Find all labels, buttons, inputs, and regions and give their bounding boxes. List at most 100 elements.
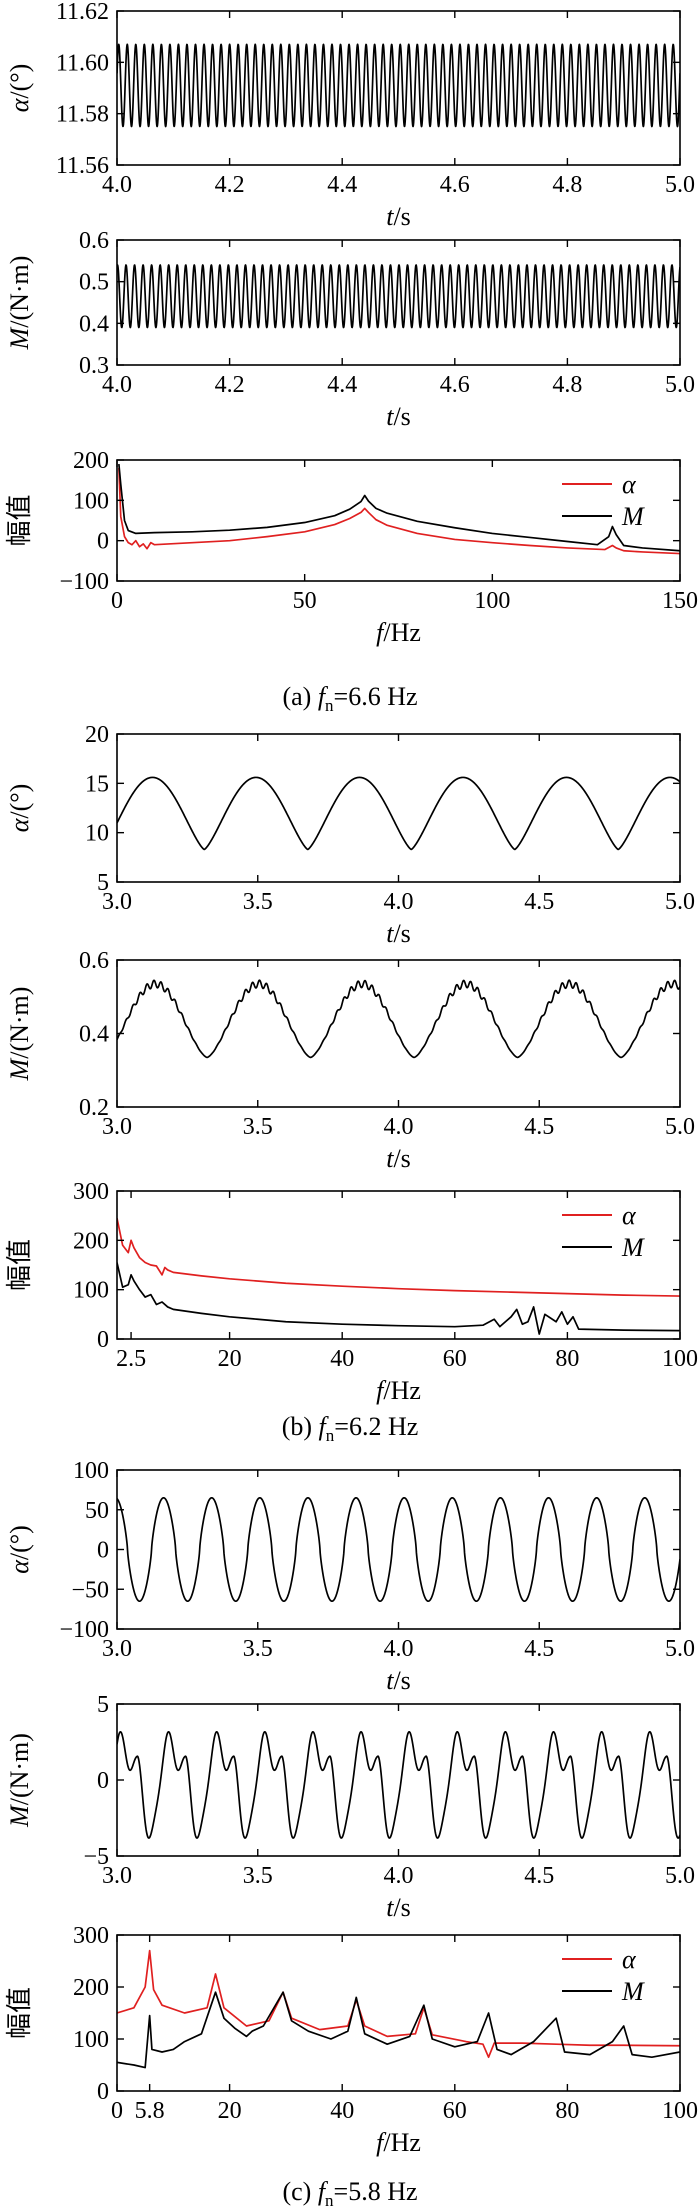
series-line-M — [117, 1991, 680, 2069]
y-axis-unit: /(°) — [5, 64, 34, 99]
x-axis-variable: f — [376, 1376, 387, 1405]
x-tick-label: 3.5 — [243, 1636, 273, 1662]
y-axis-label: M/(N·m) — [5, 987, 34, 1082]
plot-frame — [116, 239, 681, 366]
caption-prefix: (b) — [282, 1412, 319, 1441]
x-axis-variable: f — [376, 2128, 387, 2157]
series-line-alpha — [117, 1217, 680, 1297]
legend-label: M — [621, 502, 645, 531]
x-axis-variable: t — [386, 1893, 394, 1922]
y-axis-variable: α — [5, 1559, 34, 1574]
x-axis-label: t/s — [386, 1666, 411, 1695]
x-tick-label: 80 — [555, 1346, 579, 1372]
legend-label: M — [621, 1977, 645, 2006]
x-tick-label: 40 — [330, 2098, 354, 2124]
plot-frame — [116, 1469, 681, 1630]
y-axis-label: M/(N·m) — [5, 1733, 34, 1828]
y-tick-label: −50 — [71, 1577, 109, 1603]
plot-frame — [116, 10, 681, 166]
y-axis-unit: /(N·m) — [5, 987, 34, 1059]
caption-prefix: (c) — [282, 2177, 317, 2206]
caption-subscript: n — [326, 1426, 335, 1445]
chart-panel-6: 2.5 20 40 60 80 100 0 100 200 300 f/Hz 幅值 αM — [5, 1179, 698, 1405]
legend-label: M — [621, 1233, 645, 1262]
y-axis-unit: 幅值 — [5, 1239, 34, 1291]
y-axis-variable: α — [5, 817, 34, 832]
x-tick-label: 4.4 — [327, 372, 357, 398]
y-tick-label: 0.6 — [79, 948, 109, 974]
x-tick-label: 4.0 — [102, 172, 132, 198]
x-tick-label: 5.0 — [665, 172, 695, 198]
plot-frame — [116, 459, 681, 582]
plot-frame — [116, 959, 681, 1108]
y-tick-label: 0.5 — [79, 270, 109, 296]
x-tick-label: 4.0 — [384, 1863, 414, 1889]
x-tick-label: 4.0 — [384, 1114, 414, 1140]
y-tick-label: 11.56 — [56, 153, 109, 179]
x-tick-label: 4.6 — [440, 372, 470, 398]
x-axis-unit: /Hz — [383, 2128, 421, 2157]
y-tick-label: 0.4 — [79, 311, 109, 337]
y-tick-label: 10 — [85, 821, 109, 847]
chart-panel-8: 3.0 3.5 4.0 4.5 5.0 −5 0 5 t/s M/(N·m) — [5, 1692, 695, 1922]
x-tick-label: 2.5 — [116, 1346, 146, 1372]
series-line-M — [117, 1262, 680, 1335]
y-tick-label: 5 — [97, 870, 109, 896]
y-axis-label: M/(N·m) — [5, 256, 34, 351]
x-tick-label: 4.0 — [384, 1636, 414, 1662]
x-tick-label: 5.0 — [665, 1636, 695, 1662]
x-axis-unit: /s — [393, 919, 410, 948]
plot-frame — [116, 1934, 681, 2092]
y-tick-label: 100 — [73, 488, 109, 514]
chart-panel-7: 3.0 3.5 4.0 4.5 5.0 −100 −50 0 50 100 t/s α/(°) — [5, 1458, 695, 1695]
x-tick-label: 4.5 — [524, 1636, 554, 1662]
x-tick-label: 4.8 — [552, 172, 582, 198]
x-tick-label: 3.0 — [102, 889, 132, 915]
x-tick-label: 4.5 — [524, 1114, 554, 1140]
legend: αM — [562, 1945, 645, 2006]
x-tick-label: 80 — [555, 2098, 579, 2124]
caption-subscript: n — [325, 696, 334, 715]
x-axis-label: t/s — [386, 1144, 411, 1173]
x-axis-variable: f — [376, 618, 387, 647]
plot-frame — [116, 1190, 681, 1340]
series-line-M — [118, 463, 680, 552]
y-tick-label: 11.60 — [56, 50, 109, 76]
x-tick-label: 3.0 — [102, 1863, 132, 1889]
y-tick-label: 15 — [85, 771, 109, 797]
x-tick-label: 5.0 — [665, 889, 695, 915]
x-axis-unit: /Hz — [383, 618, 421, 647]
x-tick-label: 100 — [662, 1346, 698, 1372]
x-tick-label: 50 — [293, 588, 317, 614]
x-tick-label: 20 — [218, 2098, 242, 2124]
figure-caption-b: (b) fn=6.2 Hz — [282, 1412, 419, 1445]
x-tick-label: 3.0 — [102, 1114, 132, 1140]
y-tick-label: 20 — [85, 722, 109, 748]
x-tick-label: 5.0 — [665, 1114, 695, 1140]
x-tick-label: 20 — [218, 1346, 242, 1372]
figure-caption-c: (c) fn=5.8 Hz — [282, 2177, 417, 2208]
legend-label: α — [622, 1945, 637, 1974]
y-tick-label: 11.62 — [56, 0, 109, 25]
y-tick-label: 0.4 — [79, 1022, 109, 1048]
plot-frame — [116, 1703, 681, 1857]
x-tick-label: 60 — [443, 1346, 467, 1372]
x-axis-label: f/Hz — [376, 2128, 421, 2157]
y-axis-label: α/(°) — [5, 1525, 34, 1574]
x-axis-variable: t — [386, 1144, 394, 1173]
x-axis-label: f/Hz — [376, 618, 421, 647]
y-tick-label: 200 — [73, 448, 109, 474]
y-axis-variable: M — [5, 326, 34, 350]
figure-caption-a: (a) fn=6.6 Hz — [282, 682, 417, 715]
x-axis-label: t/s — [386, 402, 411, 431]
chart-panel-1: 4.0 4.2 4.4 4.6 4.8 5.011.5611.5811.6011.62t/… — [5, 0, 695, 231]
plot-frame — [116, 733, 681, 883]
y-axis-variable: M — [5, 1804, 34, 1828]
y-tick-label: 100 — [73, 1458, 109, 1484]
x-tick-label: 3.5 — [243, 1114, 273, 1140]
series-line-alpha — [117, 1949, 680, 2059]
x-tick-label: 4.2 — [215, 172, 245, 198]
series-line-signal — [117, 1730, 680, 1839]
caption-value: =6.6 Hz — [334, 682, 418, 711]
